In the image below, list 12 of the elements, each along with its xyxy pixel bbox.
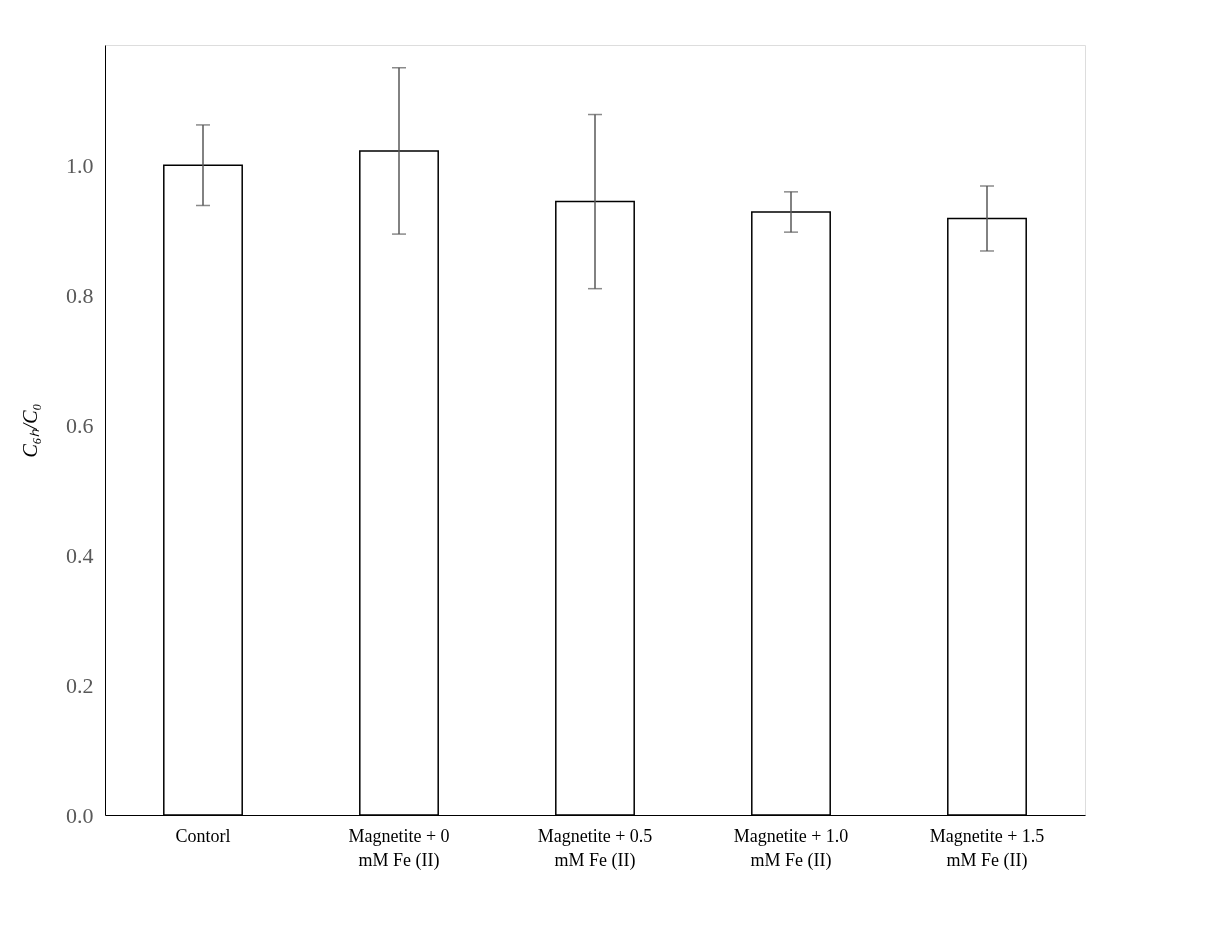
x-tick-label: Magnetite + 1.5 mM Fe (II) [929, 825, 1045, 871]
x-tick-label: Magnetite + 0 mM Fe (II) [348, 825, 450, 871]
x-tick-label: Contorl [175, 825, 231, 846]
y-tick-label: 0.8 [66, 282, 94, 308]
y-tick-label: 1.0 [66, 152, 94, 178]
x-tick-label: Magnetite + 1.0 mM Fe (II) [733, 825, 849, 871]
y-tick-label: 0.2 [66, 672, 94, 698]
y-tick-label: 0.6 [66, 412, 94, 438]
y-axis-title: C₆ₕ/C₀ [19, 403, 41, 458]
y-tick-label: 0.4 [66, 542, 94, 568]
x-tick-label: Magnetite + 0.5 mM Fe (II) [537, 825, 653, 871]
y-tick-label: 0.0 [66, 802, 94, 828]
